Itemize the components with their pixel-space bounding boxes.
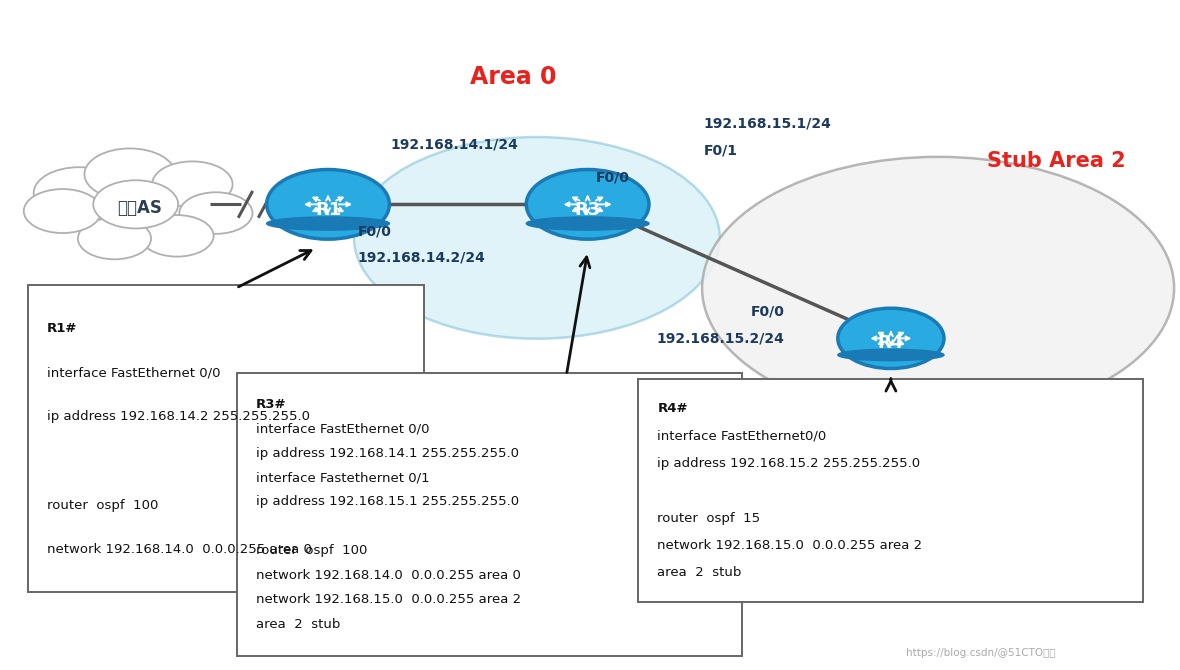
Text: F0/0: F0/0 [358, 224, 392, 238]
Text: interface FastEthernet0/0: interface FastEthernet0/0 [657, 429, 826, 442]
Text: R4: R4 [878, 334, 904, 352]
Text: network 192.168.14.0  0.0.0.255 area 0: network 192.168.14.0 0.0.0.255 area 0 [47, 543, 312, 556]
Text: R1: R1 [315, 200, 341, 218]
Text: 192.168.15.2/24: 192.168.15.2/24 [657, 332, 785, 345]
Ellipse shape [838, 349, 944, 360]
Text: R3#: R3# [256, 397, 287, 411]
Circle shape [838, 308, 944, 368]
Circle shape [526, 170, 649, 239]
Text: interface FastEthernet 0/0: interface FastEthernet 0/0 [256, 422, 430, 435]
Text: F0/1: F0/1 [703, 144, 738, 157]
Circle shape [34, 168, 124, 218]
Circle shape [93, 180, 178, 228]
Circle shape [140, 215, 214, 257]
Text: ip address 192.168.14.2 255.255.255.0: ip address 192.168.14.2 255.255.255.0 [47, 410, 310, 423]
Text: router  ospf  100: router ospf 100 [47, 498, 158, 512]
FancyBboxPatch shape [28, 285, 424, 592]
Text: network 192.168.15.0  0.0.0.255 area 2: network 192.168.15.0 0.0.0.255 area 2 [256, 594, 522, 606]
Text: interface Fastethernet 0/1: interface Fastethernet 0/1 [256, 471, 430, 484]
Text: R4#: R4# [657, 402, 688, 415]
Text: R1#: R1# [47, 322, 78, 335]
Text: interface FastEthernet 0/0: interface FastEthernet 0/0 [47, 366, 221, 379]
Text: ip address 192.168.15.1 255.255.255.0: ip address 192.168.15.1 255.255.255.0 [256, 496, 519, 509]
Ellipse shape [526, 217, 649, 230]
Text: R3: R3 [575, 200, 601, 218]
Text: ip address 192.168.14.1 255.255.255.0: ip address 192.168.14.1 255.255.255.0 [256, 446, 519, 460]
FancyBboxPatch shape [237, 373, 742, 656]
Text: Area 0: Area 0 [470, 65, 557, 89]
Text: F0/0: F0/0 [750, 305, 785, 318]
Text: router  ospf  15: router ospf 15 [657, 512, 760, 525]
Text: ip address 192.168.15.2 255.255.255.0: ip address 192.168.15.2 255.255.255.0 [657, 457, 920, 470]
Ellipse shape [354, 137, 720, 338]
Text: area  2  stub: area 2 stub [256, 618, 341, 631]
Circle shape [179, 192, 253, 234]
Text: network 192.168.15.0  0.0.0.255 area 2: network 192.168.15.0 0.0.0.255 area 2 [657, 539, 923, 552]
Text: 外部AS: 外部AS [117, 199, 162, 216]
Ellipse shape [702, 157, 1174, 419]
Text: area  2  stub: area 2 stub [657, 566, 742, 580]
Text: 192.168.14.2/24: 192.168.14.2/24 [358, 251, 485, 265]
Circle shape [152, 161, 232, 207]
Circle shape [85, 149, 175, 200]
Circle shape [24, 189, 101, 233]
Text: Stub Area 2: Stub Area 2 [986, 151, 1126, 171]
Circle shape [78, 218, 151, 259]
Circle shape [267, 170, 389, 239]
Text: router  ospf  100: router ospf 100 [256, 545, 367, 557]
FancyBboxPatch shape [638, 379, 1143, 602]
Text: 192.168.15.1/24: 192.168.15.1/24 [703, 117, 831, 131]
Ellipse shape [267, 217, 389, 230]
Text: 192.168.14.1/24: 192.168.14.1/24 [391, 137, 518, 151]
Text: https://blog.csdn/@51CTO博客: https://blog.csdn/@51CTO博客 [906, 649, 1056, 658]
Text: F0/0: F0/0 [596, 171, 630, 184]
Text: network 192.168.14.0  0.0.0.255 area 0: network 192.168.14.0 0.0.0.255 area 0 [256, 569, 520, 582]
